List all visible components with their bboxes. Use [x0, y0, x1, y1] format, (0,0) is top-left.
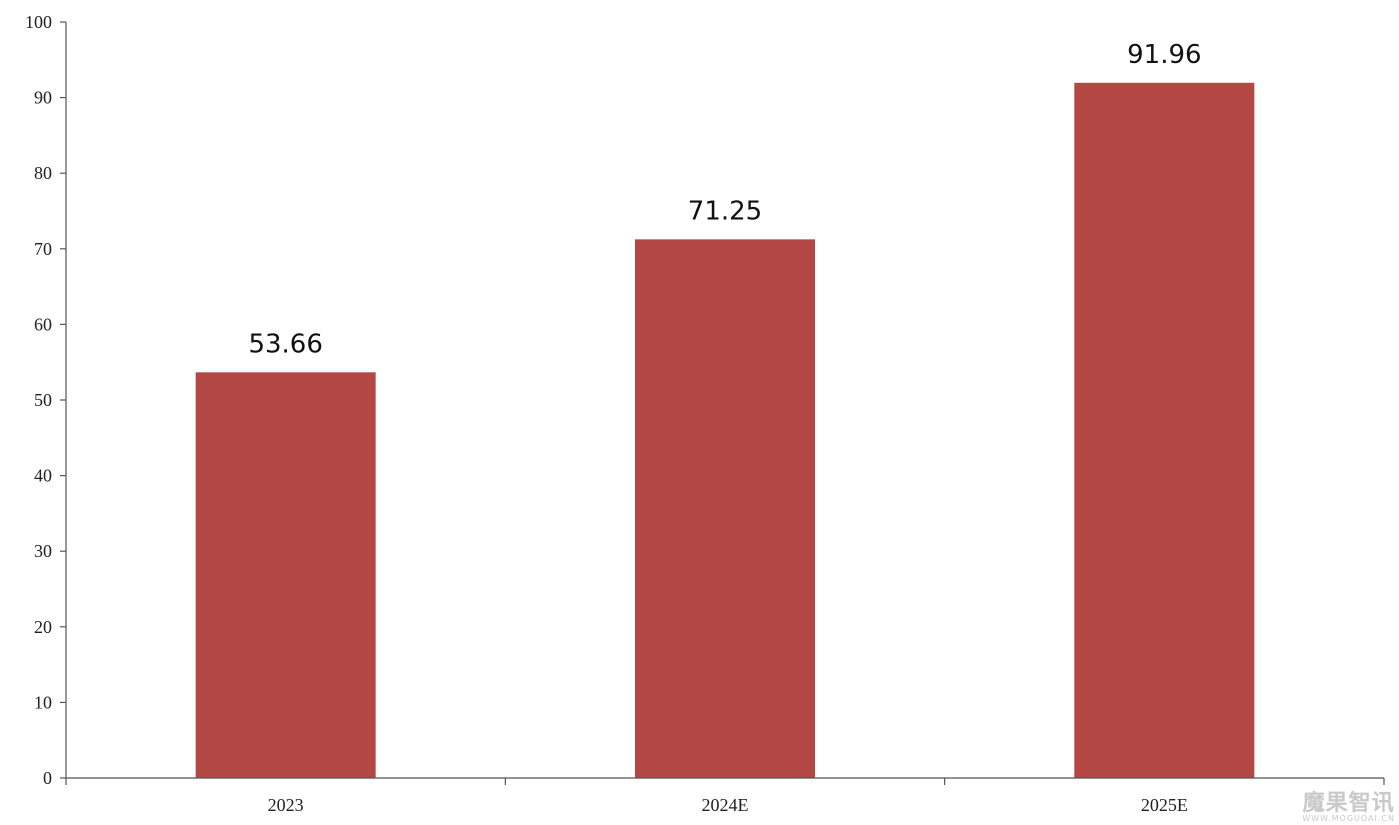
watermark-main: 魔果智讯 — [1302, 791, 1395, 816]
y-tick-label-80: 80 — [34, 163, 52, 183]
labels-group: 53.66 71.25 91.96 0 10 20 30 40 50 60 70 80 90 100 202… — [25, 12, 1202, 815]
x-tick-label-2025E: 2025E — [1141, 795, 1188, 815]
y-tick-label-60: 60 — [34, 314, 52, 334]
data-label-2025E: 91.96 — [1127, 40, 1201, 70]
x-tick-label-2023: 2023 — [268, 795, 304, 815]
bar-2024E — [635, 239, 815, 779]
watermark-logo: 魔果智讯 WWW.MOGUOAI.CN — [1302, 793, 1395, 823]
bar-2023 — [195, 372, 376, 778]
y-tick-label-40: 40 — [34, 466, 52, 486]
bar-2025E — [1074, 82, 1255, 778]
bars-group — [195, 82, 1255, 779]
data-label-2023: 53.66 — [248, 329, 322, 359]
x-tick-label-2024E: 2024E — [702, 795, 749, 815]
y-tick-label-90: 90 — [34, 88, 52, 108]
y-tick-label-0: 0 — [43, 768, 52, 788]
axes-group — [60, 21, 1385, 785]
y-tick-label-70: 70 — [34, 239, 52, 259]
y-tick-label-30: 30 — [34, 541, 52, 561]
data-label-2024E: 71.25 — [688, 196, 762, 226]
y-tick-label-10: 10 — [34, 692, 52, 712]
y-tick-label-20: 20 — [34, 617, 52, 637]
y-tick-label-50: 50 — [34, 390, 52, 410]
y-tick-label-100: 100 — [25, 12, 52, 32]
watermark-sub: WWW.MOGUOAI.CN — [1302, 814, 1395, 823]
